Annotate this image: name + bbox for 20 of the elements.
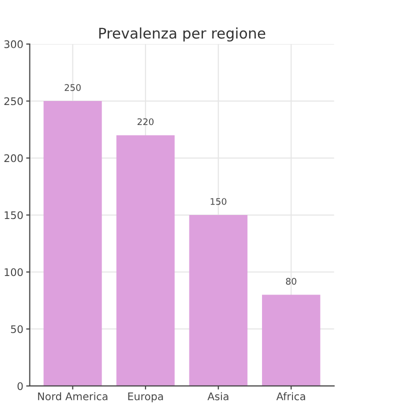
y-tick-label: 100 (4, 268, 23, 276)
data-label: 250 (64, 84, 81, 91)
y-tick-label: 200 (4, 154, 23, 162)
data-label: 150 (210, 198, 226, 205)
x-tick-label: Nord America (38, 392, 108, 400)
bar (189, 215, 248, 386)
chart-title: Prevalenza per regione (99, 27, 266, 42)
y-tick-label: 50 (11, 325, 23, 334)
x-tick-label: Asia (208, 392, 228, 400)
y-tick-label: 250 (4, 97, 23, 106)
data-label: 220 (138, 118, 154, 126)
bar (44, 101, 102, 386)
y-tick-label: 300 (4, 40, 23, 48)
bar (262, 294, 320, 386)
y-tick-label: 0 (18, 382, 23, 390)
data-label: 80 (286, 278, 296, 285)
y-tick-label: 150 (4, 211, 23, 220)
x-tick-label: Africa (276, 392, 306, 400)
x-tick-label: Europa (128, 392, 163, 402)
bar (116, 135, 175, 386)
